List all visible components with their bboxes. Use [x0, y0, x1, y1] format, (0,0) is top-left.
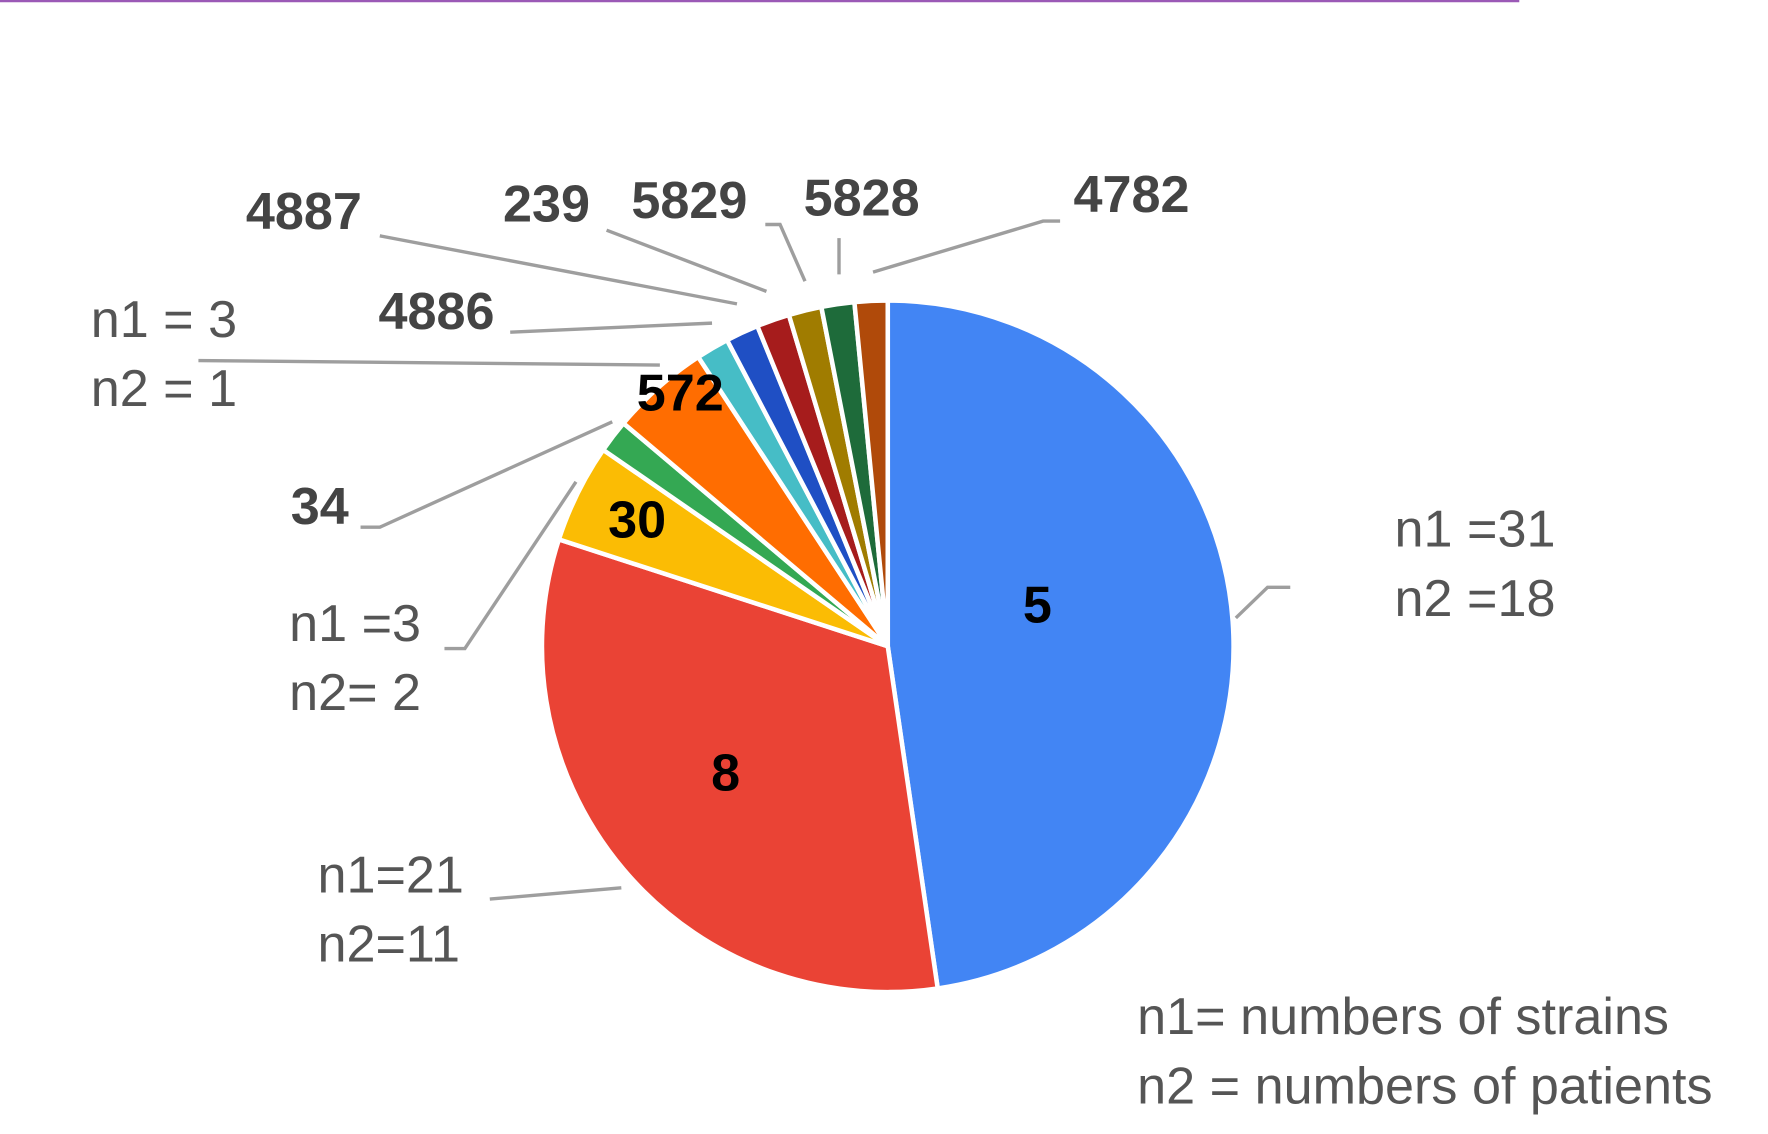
chart-body: 5 8 30 34 572 4886 4887 239 5829 5828 4782 n1 =31 n2… — [0, 0, 1713, 1115]
leader-line — [605, 228, 768, 293]
slice-label: 239 — [503, 175, 590, 233]
annotation: n1= numbers of strains — [1137, 988, 1669, 1046]
slice-label: 8 — [711, 744, 740, 802]
annotation: n2= 2 — [289, 664, 421, 722]
pie-slice — [885, 298, 1236, 992]
slice-label: 5828 — [804, 170, 920, 228]
leader-line — [198, 358, 660, 367]
annotation: n1 =31 — [1395, 501, 1556, 559]
pie-slice — [539, 536, 941, 995]
annotation: n2 =18 — [1395, 570, 1556, 628]
leader-line — [872, 219, 1061, 274]
leader-line — [360, 420, 613, 529]
slice-label: 5 — [1023, 577, 1052, 635]
leader-line — [765, 222, 807, 282]
slice-label: 34 — [291, 478, 349, 536]
slice-label: 4886 — [379, 283, 495, 341]
annotation: n1 =3 — [289, 595, 421, 653]
annotation: n2 = 1 — [91, 360, 237, 418]
leader-lines — [198, 219, 1291, 901]
leader-line — [510, 321, 713, 334]
leader-line — [379, 234, 738, 306]
slice-label: 4782 — [1074, 166, 1190, 224]
slice-label: 4887 — [246, 183, 362, 241]
annotation: n2 = numbers of patients — [1137, 1057, 1712, 1115]
slice-label: 572 — [637, 365, 724, 423]
annotation: n2=11 — [317, 916, 460, 974]
leader-line — [1234, 585, 1291, 620]
annotation: n1=21 — [317, 846, 463, 904]
slice-label: 30 — [608, 492, 666, 550]
slice-label: 5829 — [631, 172, 747, 230]
leader-line — [444, 480, 578, 651]
leader-line — [489, 886, 622, 901]
pie-slice — [851, 298, 891, 647]
annotation: n1 = 3 — [91, 291, 237, 349]
